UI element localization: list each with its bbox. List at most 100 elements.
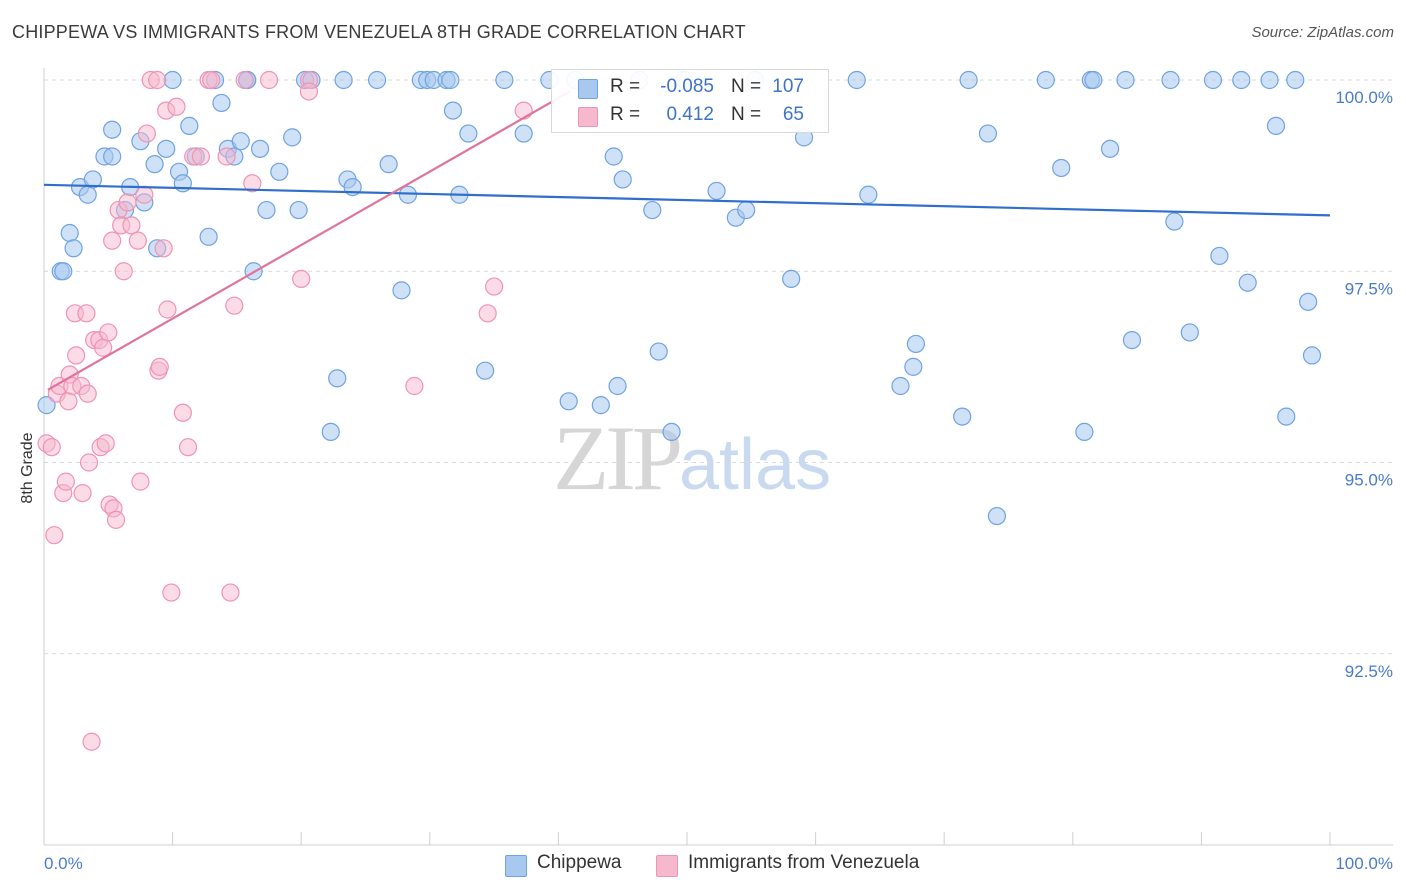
legend-row-chippewa: R = -0.085 N = 107 (552, 72, 828, 102)
venezuela-point (243, 174, 262, 193)
bottom-legend-swatch-pink (656, 855, 678, 877)
chippewa-point (1036, 70, 1055, 90)
chippewa-point (163, 70, 182, 90)
axes (43, 68, 1393, 846)
chippewa-point (643, 200, 662, 220)
chippewa-point (1116, 70, 1135, 90)
venezuela-point (118, 193, 137, 212)
y-axis-title: 8th Grade (19, 432, 36, 503)
chippewa-point (1238, 273, 1257, 292)
bottom-legend-swatch-blue (505, 855, 527, 877)
chippewa-point (289, 200, 308, 220)
chart-title: CHIPPEWA VS IMMIGRANTS FROM VENEZUELA 8T… (12, 22, 746, 42)
chippewa-point (392, 281, 411, 300)
chippewa-point (591, 396, 610, 415)
venezuela-point (103, 231, 122, 250)
venezuela-point (405, 376, 424, 396)
venezuela-point (235, 70, 254, 90)
chippewa-point (1165, 212, 1184, 231)
chippewa-point (1122, 331, 1142, 350)
chippewa-point (514, 124, 533, 143)
chippewa-point (1052, 158, 1071, 178)
chippewa-point (904, 357, 923, 376)
y-tick-label: 92.5% (1345, 662, 1393, 681)
chippewa-point (737, 200, 756, 220)
venezuela-point (202, 70, 221, 90)
chippewa-point (367, 70, 387, 90)
venezuela-point (79, 453, 99, 472)
chippewa-point (250, 139, 270, 158)
legend-r-label: R = (610, 104, 641, 125)
chippewa-point (1286, 70, 1305, 90)
venezuela-point (292, 269, 311, 288)
legend-swatch-pink (578, 107, 598, 127)
legend-r-value: -0.085 (660, 76, 714, 97)
venezuela-point (225, 296, 244, 315)
chippewa-point (199, 227, 218, 246)
watermark-atlas: atlas (679, 425, 832, 505)
venezuela-point (485, 277, 504, 296)
y-tick-label: 95.0% (1345, 471, 1393, 490)
venezuela-point (122, 216, 141, 235)
x-ticks (43, 832, 1331, 845)
chippewa-point (1232, 70, 1251, 90)
chippewa-point (1299, 292, 1318, 311)
venezuela-point (217, 147, 236, 166)
legend-r-value: 0.412 (666, 104, 714, 125)
chippewa-point (443, 101, 463, 120)
venezuela-point (148, 70, 167, 90)
chippewa-point (559, 392, 578, 411)
bottom-legend-label: Chippewa (537, 852, 622, 873)
legend-n-label: N = (731, 76, 762, 97)
chippewa-point (649, 342, 668, 361)
chippewa-point (212, 93, 231, 113)
chippewa-point (379, 155, 398, 174)
legend-row-venezuela: R = 0.412 N = 65 (552, 100, 828, 130)
watermark: ZIPatlas (553, 405, 831, 511)
chippewa-point (328, 369, 347, 388)
y-tick-labels: 92.5% 95.0% 97.5% 100.0% (1335, 88, 1393, 681)
chippewa-point (1277, 407, 1296, 426)
venezuela-point (131, 472, 150, 491)
venezuela-point (173, 403, 192, 422)
chippewa-point (1161, 70, 1180, 90)
venezuela-point (150, 357, 169, 376)
venezuela-point (42, 438, 61, 457)
correlation-legend: R = -0.085 N = 107 R = 0.412 N = 65 (551, 69, 829, 133)
venezuela-point (45, 526, 64, 545)
venezuela-point (259, 70, 279, 90)
chippewa-point (859, 185, 878, 204)
source-label: Source: ZipAtlas.com (1251, 24, 1394, 41)
chippewa-trend-line (43, 183, 1331, 217)
chippewa-point (60, 223, 79, 243)
venezuela-trend-line (47, 90, 571, 391)
venezuela-point (96, 434, 115, 453)
venezuela-point (191, 147, 210, 166)
grid-lines (44, 79, 1393, 655)
venezuela-point (514, 101, 533, 120)
chippewa-point (157, 139, 176, 158)
chippewa-point (608, 376, 627, 396)
venezuela-point (167, 97, 186, 116)
chippewa-point (283, 128, 302, 147)
chippewa-point (959, 70, 978, 90)
venezuela-point (67, 346, 86, 365)
chippewa-point (270, 162, 289, 181)
bottom-legend-label: Immigrants from Venezuela (688, 852, 920, 873)
chippewa-point (847, 70, 866, 90)
venezuela-point (137, 124, 156, 143)
venezuela-point (478, 304, 497, 323)
venezuela-point (299, 82, 319, 101)
venezuela-point (77, 304, 96, 323)
chippewa-point (1180, 323, 1199, 342)
chippewa-point (953, 407, 972, 426)
venezuela-point (154, 239, 173, 258)
chippewa-point (707, 181, 726, 201)
venezuela-point (135, 185, 154, 204)
y-tick-label: 100.0% (1335, 88, 1393, 107)
chippewa-point (604, 147, 623, 166)
venezuela-point (99, 323, 118, 342)
chippewa-point (1210, 246, 1229, 266)
venezuela-point (106, 510, 126, 529)
